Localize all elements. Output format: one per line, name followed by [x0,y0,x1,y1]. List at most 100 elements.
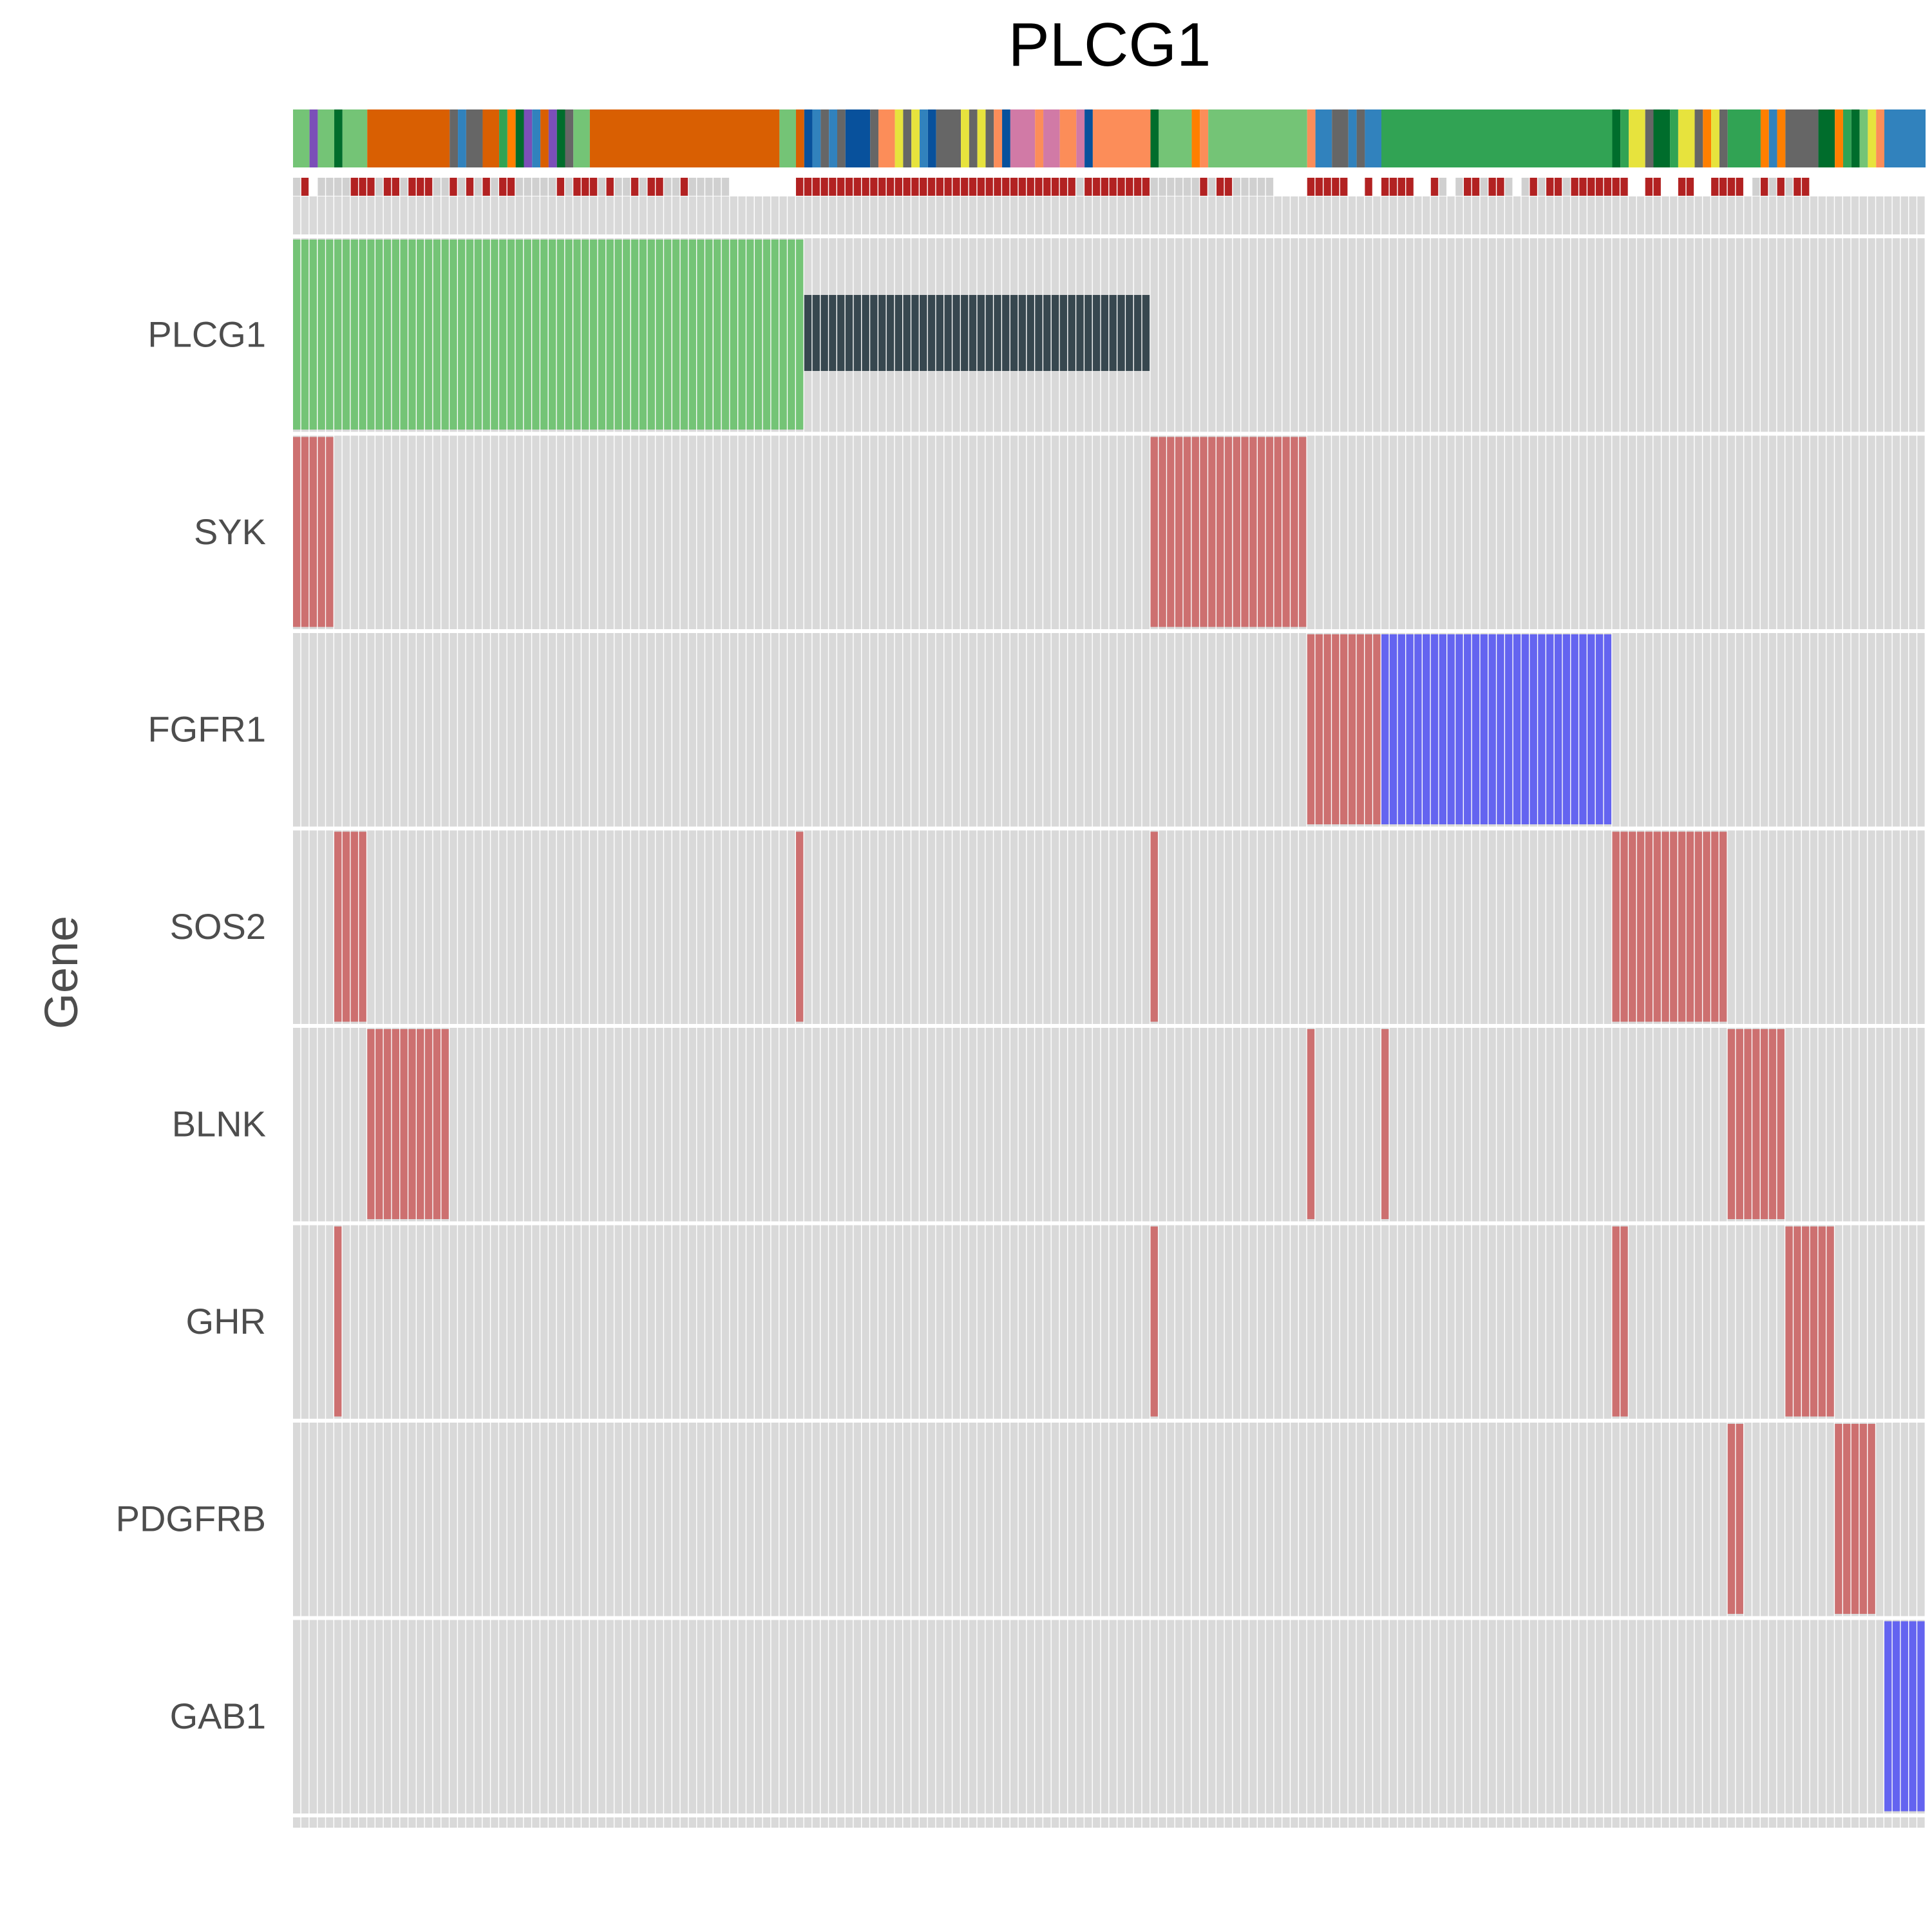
annotation-1-segment-19 [573,109,590,167]
alteration-sos2-61 [795,831,804,1022]
annotation-2-cell-29-77 [927,178,936,196]
annotation-2-cell-53-161 [1620,178,1628,196]
background-column-141 [1455,196,1463,1828]
annotation-2-cell-32-105 [1159,178,1166,196]
annotation-2-cell-13-23 [482,178,490,196]
background-column-157 [1587,196,1595,1828]
alteration-plcg1-90 [1035,295,1043,371]
annotation-2-cell-25-44 [656,178,663,196]
alteration-syk-117 [1257,437,1265,627]
annotation-1-segment-16 [548,109,557,167]
alteration-syk-122 [1298,437,1307,627]
alteration-plcg1-49 [697,240,705,430]
alteration-blnk-14 [408,1029,416,1219]
annotation-2-cell-29-80 [952,178,960,196]
alteration-plcg1-71 [878,295,886,371]
alteration-sos2-6 [342,831,350,1022]
background-column-134 [1397,196,1406,1828]
heatmap-background [293,196,1926,1828]
annotation-2-cell-15-26 [507,178,515,196]
annotation-2-cell-28-51 [713,178,721,196]
background-column-46 [672,196,680,1828]
annotation-1-segment-42 [1002,109,1010,167]
annotation-1-segment-8 [466,109,483,167]
background-column-132 [1381,196,1389,1828]
background-column-185 [1818,196,1826,1828]
alteration-syk-105 [1159,437,1166,627]
background-column-111 [1208,196,1216,1828]
alteration-fgfr1-137 [1423,634,1430,824]
annotation-1-segment-45 [1043,109,1060,167]
annotation-2-cell-31-98 [1101,178,1109,196]
alteration-pdgfrb-191 [1868,1424,1875,1614]
alteration-sos2-164 [1645,831,1653,1022]
background-column-60 [788,196,795,1828]
background-column-68 [853,196,862,1828]
alteration-plcg1-26 [507,240,515,430]
annotation-1-segment-11 [507,109,516,167]
annotation-2-cell-5-11 [383,178,392,196]
annotation-2-cell-16-29 [532,178,540,196]
background-column-34 [573,196,581,1828]
annotation-2-cell-47-149 [1521,178,1530,196]
alteration-blnk-9 [367,1029,375,1219]
annotation-2-cell-29-79 [944,178,952,196]
alteration-plcg1-94 [1068,295,1075,371]
background-column-63 [812,196,820,1828]
gene-label-pdgfrb: PDGFRB [116,1499,266,1539]
alteration-plcg1-19 [450,240,457,430]
annotation-2-cell-37-124 [1315,178,1323,196]
alteration-plcg1-48 [688,240,696,430]
annotation-2-cell-26-45 [664,178,672,196]
background-column-178 [1760,196,1768,1828]
alteration-plcg1-31 [548,240,556,430]
alteration-sos2-162 [1629,831,1636,1022]
alteration-fgfr1-130 [1365,634,1372,824]
alteration-ghr-183 [1801,1226,1810,1417]
alteration-blnk-11 [383,1029,392,1219]
background-column-113 [1224,196,1233,1828]
alteration-blnk-18 [441,1029,449,1219]
background-column-73 [895,196,903,1828]
annotation-1-segment-68 [1678,109,1695,167]
annotation-2-cell-28-49 [697,178,705,196]
alteration-syk-1 [301,437,309,627]
background-column-193 [1884,196,1892,1828]
annotation-2-cell-28-50 [705,178,713,196]
annotation-2-cell-16-30 [540,178,548,196]
annotation-1-segment-36 [936,109,961,167]
annotation-2-cell-19-34 [573,178,581,196]
annotation-2-cell-16-28 [524,178,531,196]
annotation-1-segment-61 [1381,109,1613,167]
annotation-1-segment-3 [334,109,343,167]
alteration-plcg1-6 [342,240,350,430]
alteration-plcg1-96 [1084,295,1092,371]
alteration-fgfr1-145 [1488,634,1496,824]
annotation-1-segment-14 [532,109,541,167]
background-column-64 [820,196,828,1828]
alteration-sos2-161 [1620,831,1628,1022]
annotation-2-cell-39-132 [1381,178,1389,196]
annotation-1-segment-43 [1010,109,1036,167]
background-column-151 [1538,196,1546,1828]
annotation-1-segment-60 [1365,109,1381,167]
annotation-1-segment-15 [540,109,549,167]
annotation-2-cell-30-95 [1076,178,1084,196]
background-column-42 [639,196,647,1828]
background-column-29 [532,196,540,1828]
annotation-1-segment-49 [1092,109,1151,167]
annotation-2-cell-48-150 [1530,178,1537,196]
background-column-35 [582,196,589,1828]
annotation-2-cell-56-175 [1736,178,1743,196]
annotation-1-segment-77 [1785,109,1819,167]
alteration-plcg1-3 [317,240,325,430]
annotation-1-segment-70 [1703,109,1712,167]
annotation-2-cell-36-118 [1265,178,1274,196]
background-column-15 [417,196,424,1828]
annotation-1-segment-55 [1307,109,1316,167]
background-column-106 [1167,196,1175,1828]
annotation-2-cell-45-146 [1497,178,1504,196]
alteration-plcg1-15 [417,240,424,430]
background-column-136 [1414,196,1422,1828]
annotation-1-segment-85 [1884,109,1926,167]
